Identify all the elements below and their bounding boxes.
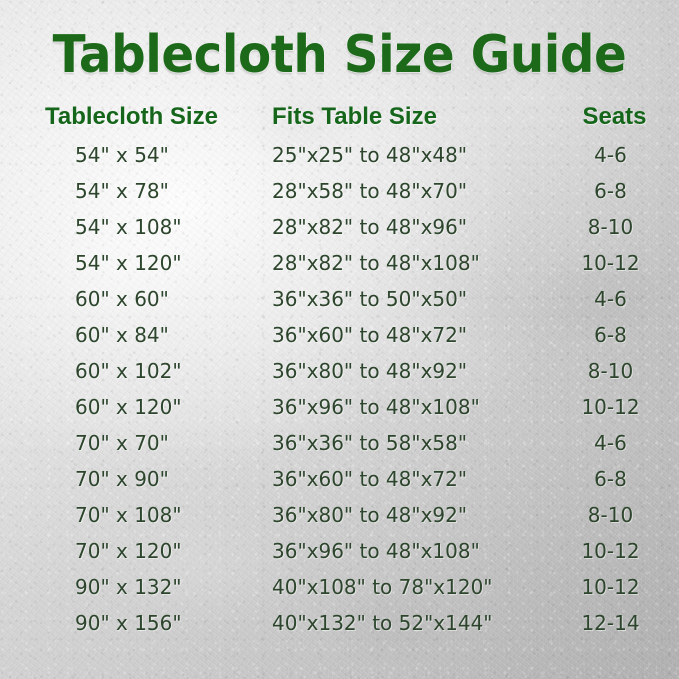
cell-fits-table-size: 40"x132" to 52"x144" <box>272 611 493 635</box>
cell-tablecloth-size: 70" x 120" <box>75 539 182 563</box>
cell-seats: 4-6 <box>594 431 627 455</box>
cell-seats: 8-10 <box>587 503 634 527</box>
table-row: 90" x 156" 40"x132" to 52"x144" 12-14 <box>0 610 679 646</box>
cell-fits-table-size: 36"x96" to 48"x108" <box>272 395 480 419</box>
cell-seats: 10-12 <box>581 395 640 419</box>
cell-fits-table-size: 36"x60" to 48"x72" <box>272 323 468 347</box>
page-title: Tablecloth Size Guide <box>52 25 627 85</box>
cell-fits-table-size: 28"x58" to 48"x70" <box>272 179 468 203</box>
table-row: 60" x 60" 36"x36" to 50"x50" 4-6 <box>0 286 679 322</box>
cell-tablecloth-size: 60" x 120" <box>75 395 182 419</box>
cell-seats: 10-12 <box>581 251 640 275</box>
cell-seats: 6-8 <box>594 179 627 203</box>
cell-tablecloth-size: 54" x 54" <box>75 143 169 167</box>
table-row: 60" x 84" 36"x60" to 48"x72" 6-8 <box>0 322 679 358</box>
cell-tablecloth-size: 90" x 132" <box>75 575 182 599</box>
cell-fits-table-size: 28"x82" to 48"x96" <box>272 215 468 239</box>
cell-fits-table-size: 36"x60" to 48"x72" <box>272 467 468 491</box>
cell-fits-table-size: 36"x80" to 48"x92" <box>272 359 468 383</box>
column-header-seats: Seats <box>582 103 647 130</box>
cell-fits-table-size: 36"x80" to 48"x92" <box>272 503 468 527</box>
cell-tablecloth-size: 90" x 156" <box>75 611 182 635</box>
cell-tablecloth-size: 70" x 90" <box>75 467 169 491</box>
column-header-tablecloth-size: Tablecloth Size <box>45 103 218 130</box>
cell-seats: 10-12 <box>581 575 640 599</box>
table-row: 70" x 120" 36"x96" to 48"x108" 10-12 <box>0 538 679 574</box>
cell-seats: 6-8 <box>594 467 627 491</box>
table-body: 54" x 54" 25"x25" to 48"x48" 4-6 54" x 78" 2… <box>0 142 679 646</box>
cell-seats: 6-8 <box>594 323 627 347</box>
table-row: 70" x 90" 36"x60" to 48"x72" 6-8 <box>0 466 679 502</box>
table-row: 60" x 102" 36"x80" to 48"x92" 8-10 <box>0 358 679 394</box>
table-row: 54" x 78" 28"x58" to 48"x70" 6-8 <box>0 178 679 214</box>
cell-fits-table-size: 28"x82" to 48"x108" <box>272 251 480 275</box>
column-header-fits-table-size: Fits Table Size <box>272 103 437 130</box>
cell-fits-table-size: 36"x96" to 48"x108" <box>272 539 480 563</box>
cell-seats: 8-10 <box>587 359 634 383</box>
cell-seats: 4-6 <box>594 287 627 311</box>
cell-fits-table-size: 40"x108" to 78"x120" <box>272 575 493 599</box>
size-chart-table: Tablecloth Size Fits Table Size Seats 54… <box>0 102 679 646</box>
cell-tablecloth-size: 70" x 70" <box>75 431 169 455</box>
table-row: 70" x 108" 36"x80" to 48"x92" 8-10 <box>0 502 679 538</box>
cell-tablecloth-size: 60" x 102" <box>75 359 182 383</box>
table-row: 54" x 120" 28"x82" to 48"x108" 10-12 <box>0 250 679 286</box>
cell-fits-table-size: 25"x25" to 48"x48" <box>272 143 468 167</box>
cell-fits-table-size: 36"x36" to 50"x50" <box>272 287 468 311</box>
cell-seats: 4-6 <box>594 143 627 167</box>
cell-seats: 8-10 <box>587 215 634 239</box>
cell-tablecloth-size: 70" x 108" <box>75 503 182 527</box>
table-row: 54" x 54" 25"x25" to 48"x48" 4-6 <box>0 142 679 178</box>
cell-fits-table-size: 36"x36" to 58"x58" <box>272 431 468 455</box>
cell-tablecloth-size: 60" x 84" <box>75 323 169 347</box>
cell-seats: 10-12 <box>581 539 640 563</box>
cell-tablecloth-size: 54" x 120" <box>75 251 182 275</box>
cell-tablecloth-size: 54" x 108" <box>75 215 182 239</box>
table-header-row: Tablecloth Size Fits Table Size Seats <box>0 102 679 142</box>
table-row: 60" x 120" 36"x96" to 48"x108" 10-12 <box>0 394 679 430</box>
table-row: 70" x 70" 36"x36" to 58"x58" 4-6 <box>0 430 679 466</box>
table-row: 54" x 108" 28"x82" to 48"x96" 8-10 <box>0 214 679 250</box>
cell-tablecloth-size: 54" x 78" <box>75 179 169 203</box>
cell-tablecloth-size: 60" x 60" <box>75 287 169 311</box>
cell-seats: 12-14 <box>581 611 640 635</box>
table-row: 90" x 132" 40"x108" to 78"x120" 10-12 <box>0 574 679 610</box>
